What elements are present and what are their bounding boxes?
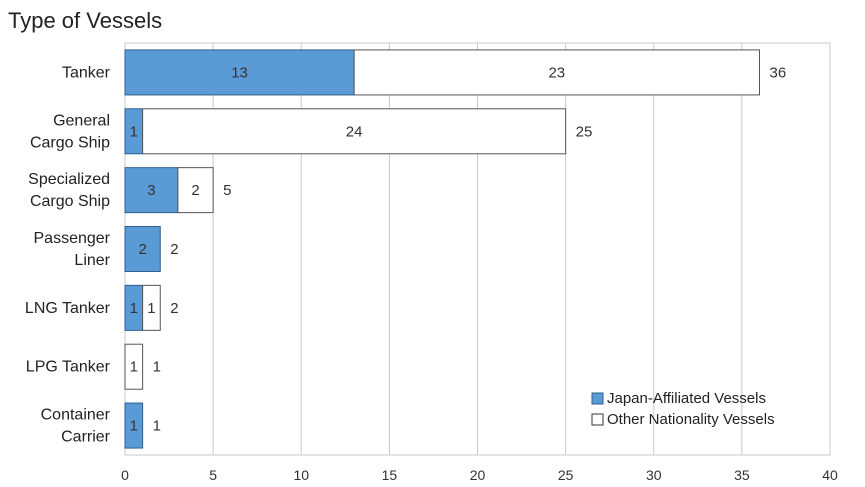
bar-other-nationality — [142, 284, 161, 331]
bar-total-label: 2 — [170, 241, 178, 258]
x-axis-ticks: 0 5 10 15 20 25 30 35 40 — [121, 467, 838, 483]
bar-value-label: 1 — [130, 123, 138, 140]
bars: 13 23 361 24 253 2 52 21 1 21 11 1 — [124, 49, 787, 449]
bar-total-label: 1 — [153, 418, 161, 435]
x-tick-label: 15 — [382, 467, 398, 483]
bar-value-label: 1 — [130, 418, 138, 435]
bar-value-label: 23 — [548, 64, 565, 81]
bar-japan-affiliated — [124, 167, 179, 214]
category-label: LPG Tanker — [26, 359, 111, 376]
bar-other-nationality — [353, 49, 760, 96]
bar-value-label: 2 — [191, 182, 199, 199]
x-tick-label: 30 — [646, 467, 662, 483]
bar-total-label: 25 — [576, 123, 593, 140]
bar-total-label: 36 — [770, 64, 787, 81]
legend-label: Other Nationality Vessels — [607, 411, 775, 428]
category-label: Passenger Liner — [34, 230, 111, 269]
bar-value-label: 13 — [231, 64, 248, 81]
legend-swatch-other — [591, 413, 604, 426]
legend: Japan-Affiliated Vessels Other Nationalit… — [591, 390, 775, 428]
bar-value-label: 3 — [147, 182, 155, 199]
bar-total-label: 2 — [170, 300, 178, 317]
x-tick-label: 35 — [734, 467, 750, 483]
bar-value-label: 1 — [130, 359, 138, 376]
legend-swatch-japan — [591, 392, 604, 405]
bar-value-label: 1 — [130, 300, 138, 317]
category-label: Specialized Cargo Ship — [28, 171, 110, 210]
x-tick-label: 5 — [209, 467, 217, 483]
bar-other-nationality — [177, 167, 214, 214]
bar-japan-affiliated — [124, 226, 161, 272]
category-labels: Tanker General Cargo Ship Specialized Cargo … — [25, 64, 111, 445]
bar-total-label: 1 — [153, 359, 161, 376]
category-label: LNG Tanker — [25, 300, 111, 317]
x-tick-label: 25 — [558, 467, 574, 483]
bar-japan-affiliated — [124, 402, 144, 449]
bar-value-label: 24 — [346, 123, 363, 140]
bar-japan-affiliated — [124, 49, 355, 96]
x-tick-label: 0 — [121, 467, 129, 483]
bar-total-label: 5 — [223, 182, 231, 199]
bar-other-nationality — [124, 343, 144, 390]
x-tick-label: 10 — [293, 467, 309, 483]
bar-other-nationality — [142, 108, 567, 155]
x-tick-label: 40 — [822, 467, 838, 483]
bar-value-label: 1 — [147, 300, 155, 317]
legend-label: Japan-Affiliated Vessels — [607, 390, 766, 407]
x-tick-label: 20 — [470, 467, 486, 483]
category-label: Tanker — [62, 64, 111, 81]
category-label: Container Carrier — [41, 407, 111, 446]
bar-value-label: 2 — [138, 241, 146, 258]
chart-title: Type of Vessels — [8, 8, 162, 33]
category-label: General Cargo Ship — [30, 112, 110, 151]
